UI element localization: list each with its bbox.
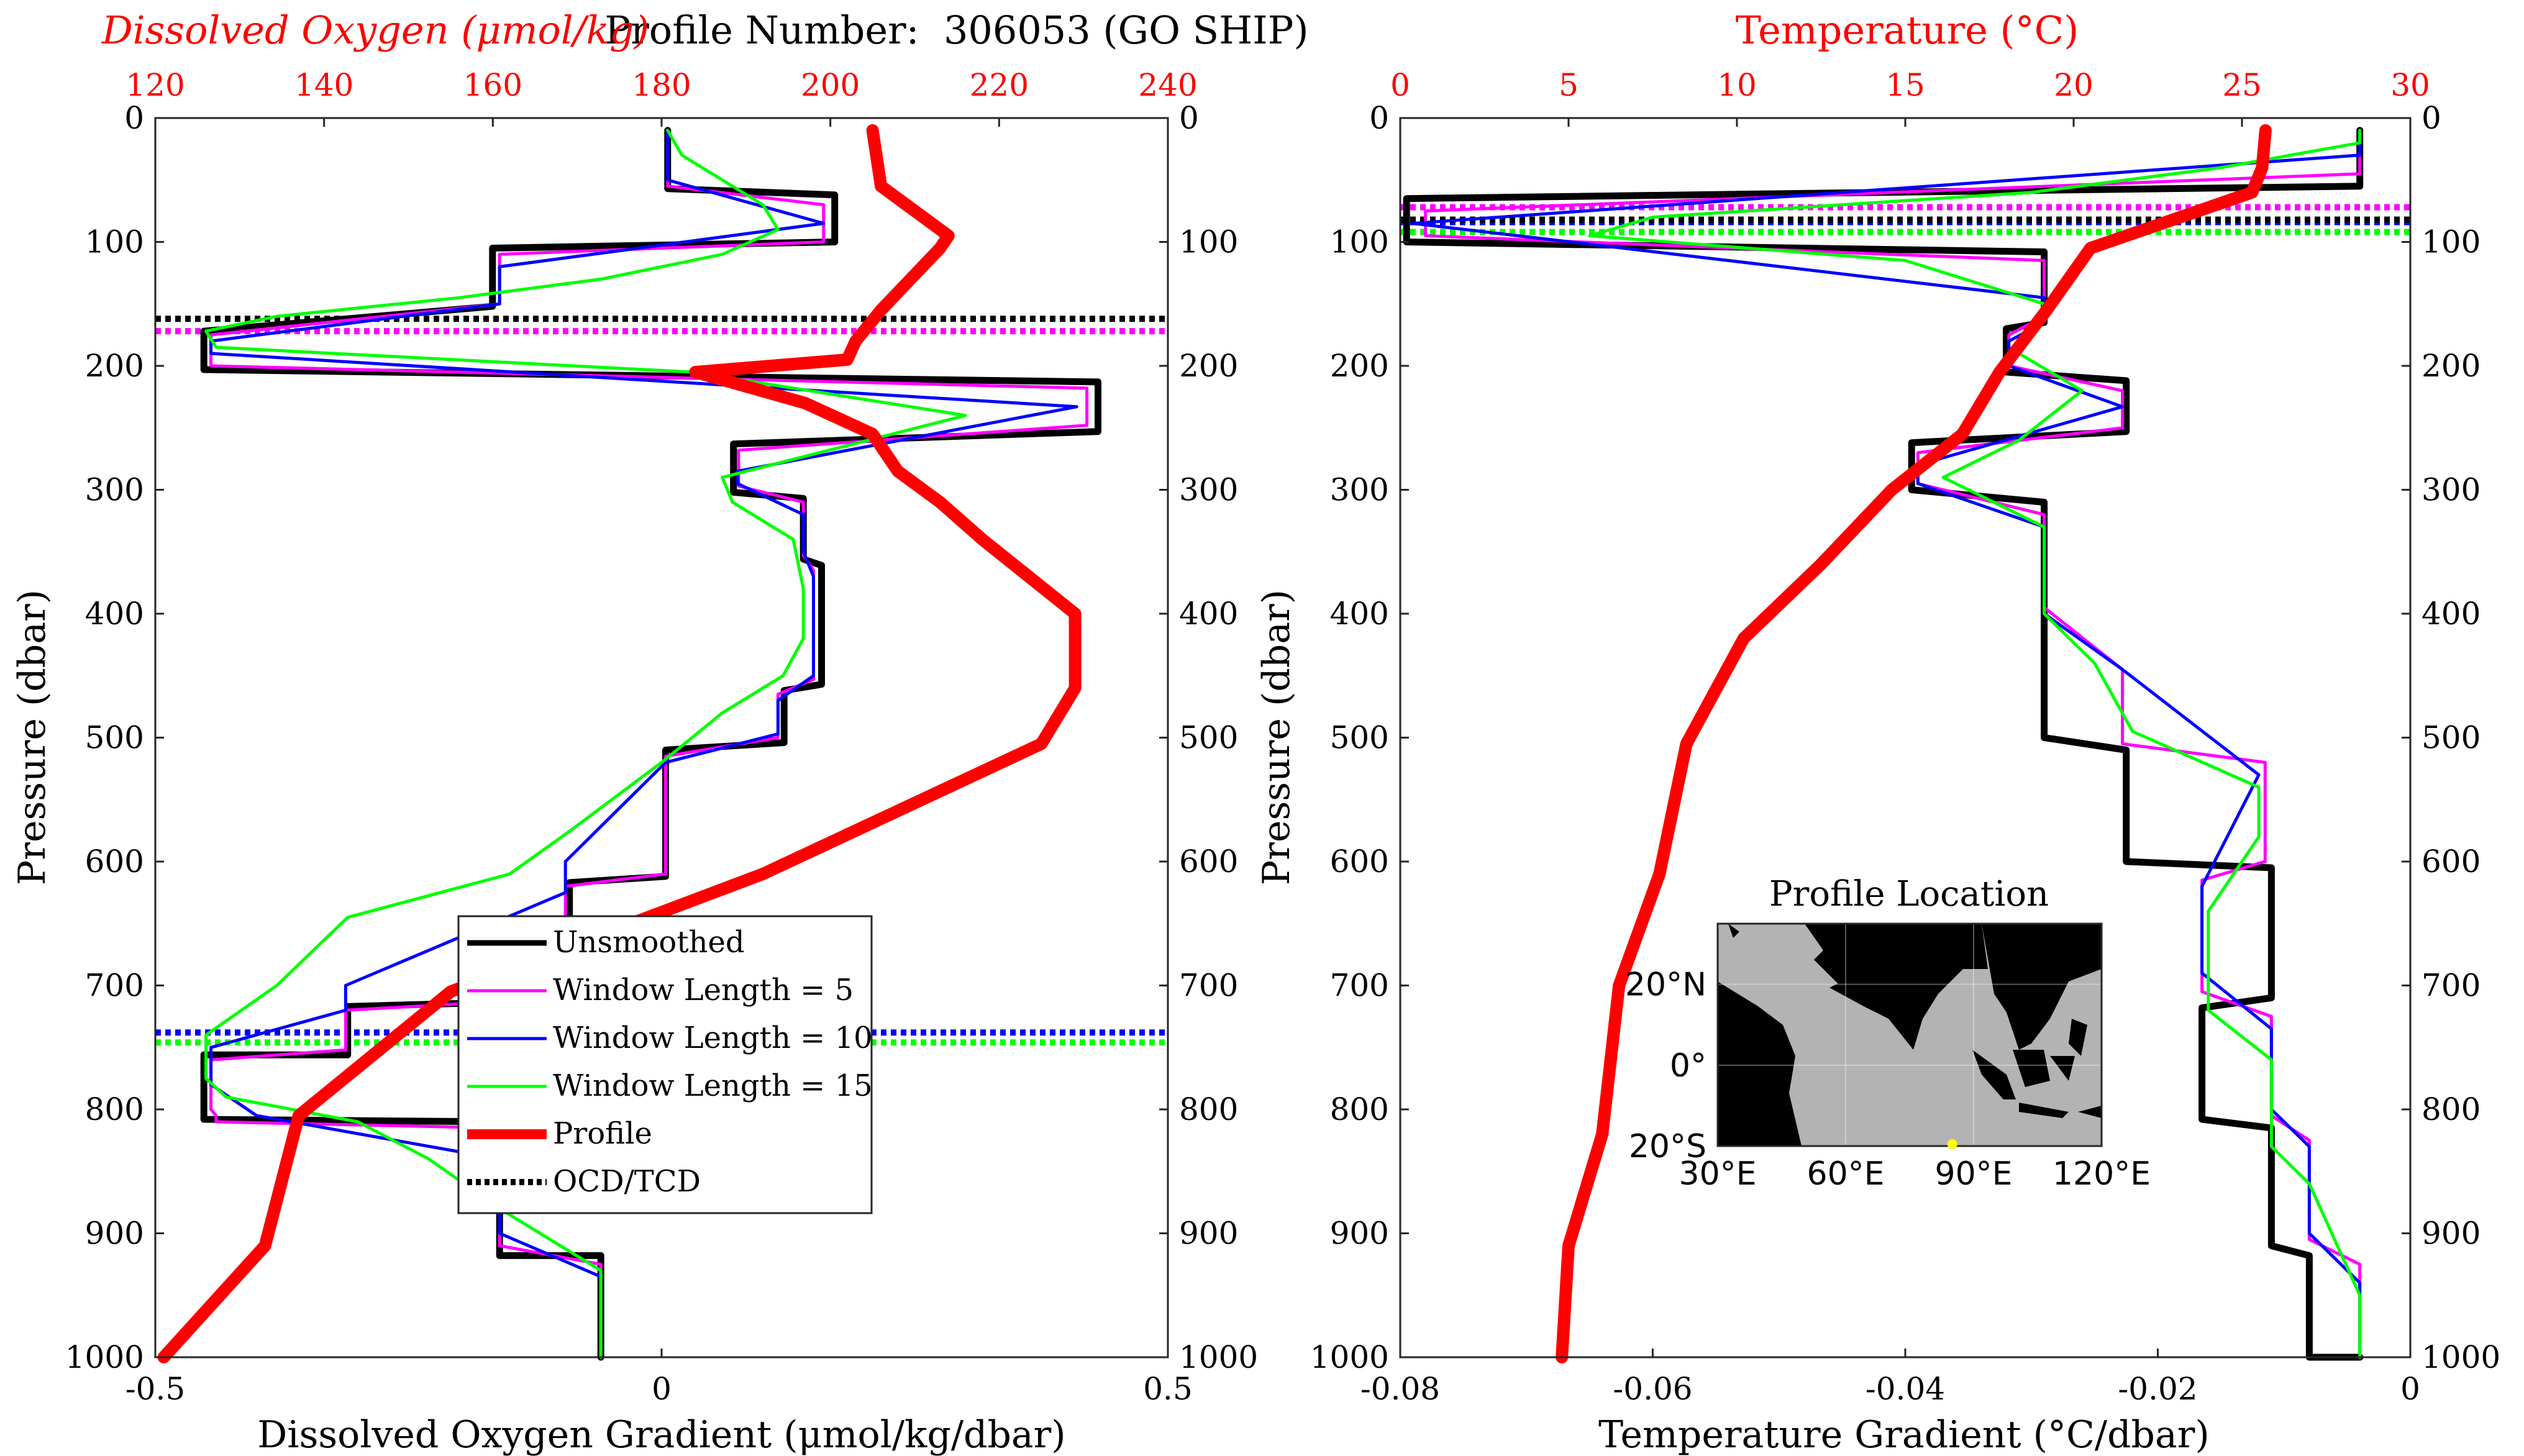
oxygen-ytick-label: 500 xyxy=(85,720,144,756)
temperature-ytick-label-right: 400 xyxy=(2421,596,2481,632)
oxygen-top-xtick-label: 160 xyxy=(463,67,522,103)
map-lon-label: 30°E xyxy=(1679,1155,1756,1193)
legend-label-window15: Window Length = 15 xyxy=(553,1068,873,1103)
oxygen-x-axis-label: Dissolved Oxygen Gradient (μmol/kg/dbar) xyxy=(257,1413,1065,1456)
oxygen-top-xtick-label: 140 xyxy=(294,67,353,103)
temperature-ytick-label-right: 1000 xyxy=(2421,1339,2500,1375)
temperature-ytick-label: 1000 xyxy=(1310,1339,1389,1375)
oxygen-ytick-label-right: 1000 xyxy=(1179,1339,1258,1375)
oxygen-top-xtick-label: 240 xyxy=(1138,67,1197,103)
oxygen-xtick-label: 0.5 xyxy=(1143,1371,1193,1407)
oxygen-ytick-label-right: 0 xyxy=(1179,100,1199,136)
oxygen-ytick-label-right: 700 xyxy=(1179,968,1238,1004)
oxygen-ytick-label: 0 xyxy=(124,100,144,136)
temperature-ytick-label: 0 xyxy=(1369,100,1389,136)
oxygen-ytick-label-right: 200 xyxy=(1179,348,1238,384)
temperature-top-xtick-label: 0 xyxy=(1390,67,1410,103)
oxygen-ytick-label: 900 xyxy=(85,1216,144,1252)
oxygen-ytick-label: 300 xyxy=(85,472,144,508)
temperature-y-axis-label: Pressure (dbar) xyxy=(1255,589,1298,885)
temperature-top-xtick-label: 5 xyxy=(1559,67,1579,103)
temperature-top-xtick-label: 25 xyxy=(2222,67,2262,103)
temperature-line-window15 xyxy=(1588,129,2362,1359)
temperature-ytick-label-right: 200 xyxy=(2421,348,2481,384)
temperature-top-xtick-label: 30 xyxy=(2390,67,2430,103)
oxygen-ytick-label-right: 600 xyxy=(1179,844,1238,880)
profile-location-map: Profile Location 30°E 60°E 90°E 120°E 20°N 0°… xyxy=(1625,874,2151,1193)
oxygen-top-xtick-label: 200 xyxy=(801,67,860,103)
map-lat-label: 20°S xyxy=(1629,1128,1706,1165)
temperature-xtick-label: -0.06 xyxy=(1613,1371,1692,1407)
oxygen-ytick-label-right: 400 xyxy=(1179,596,1238,632)
temperature-ytick-label: 200 xyxy=(1330,348,1389,384)
temperature-ytick-label: 300 xyxy=(1330,472,1389,508)
temperature-ytick-label-right: 500 xyxy=(2421,720,2481,756)
temperature-xtick-label: -0.08 xyxy=(1360,1371,1440,1407)
temperature-ytick-label: 700 xyxy=(1330,968,1389,1004)
temperature-xtick-label: -0.04 xyxy=(1866,1371,1945,1407)
temperature-xtick-label: -0.02 xyxy=(2118,1371,2197,1407)
temperature-ytick-label: 100 xyxy=(1330,224,1389,260)
legend-label-ocd-tcd: OCD/TCD xyxy=(553,1164,701,1199)
oxygen-ytick-label-right: 800 xyxy=(1179,1091,1238,1127)
oxygen-top-axis-title: Dissolved Oxygen (μmol/kg) xyxy=(101,7,649,53)
oxygen-ytick-label-right: 900 xyxy=(1179,1216,1238,1252)
map-lon-label: 90°E xyxy=(1934,1155,2012,1193)
legend-label-unsmoothed: Unsmoothed xyxy=(553,925,745,960)
temperature-ytick-label-right: 0 xyxy=(2421,100,2441,136)
oxygen-ytick-label: 800 xyxy=(85,1091,144,1127)
oxygen-line-window10 xyxy=(209,129,1078,1359)
legend-label-profile: Profile xyxy=(553,1116,652,1151)
oxygen-top-xtick-label: 120 xyxy=(125,67,185,103)
map-lat-label: 0° xyxy=(1670,1047,1706,1085)
oxygen-panel: 0 0 100 100 200 200 300 300 400 400 500 500 600 600 70… xyxy=(11,7,1258,1456)
temperature-line-profile xyxy=(1556,124,2272,1363)
oxygen-ytick-label: 200 xyxy=(85,348,144,384)
temperature-top-xtick-label: 20 xyxy=(2054,67,2093,103)
temperature-ytick-label: 800 xyxy=(1330,1091,1389,1127)
temperature-ytick-label-right: 900 xyxy=(2421,1216,2481,1252)
oxygen-top-xtick-label: 180 xyxy=(632,67,691,103)
legend-label-window5: Window Length = 5 xyxy=(553,973,854,1008)
figure-title: Profile Number: 306053 (GO SHIP) xyxy=(604,7,1308,53)
temperature-ytick-label: 900 xyxy=(1330,1216,1389,1252)
legend: Unsmoothed Window Length = 5 Window Leng… xyxy=(457,915,873,1214)
oxygen-ytick-label-right: 500 xyxy=(1179,720,1238,756)
map-title: Profile Location xyxy=(1769,874,2049,914)
oxygen-xtick-label: 0 xyxy=(652,1371,672,1407)
oxygen-ytick-label-right: 100 xyxy=(1179,224,1238,260)
temperature-ytick-label-right: 600 xyxy=(2421,844,2481,880)
temperature-x-axis-label: Temperature Gradient (°C/dbar) xyxy=(1598,1413,2210,1456)
temperature-top-axis-title: Temperature (°C) xyxy=(1736,7,2079,53)
temperature-ytick-label-right: 700 xyxy=(2421,968,2481,1004)
profile-location-marker xyxy=(1947,1139,1957,1149)
map-lat-label: 20°N xyxy=(1625,967,1706,1004)
map-lon-label: 60°E xyxy=(1806,1155,1884,1193)
oxygen-ytick-label: 600 xyxy=(85,844,144,880)
map-land xyxy=(1718,924,2102,1146)
temperature-ytick-label: 500 xyxy=(1330,720,1389,756)
temperature-ytick-label-right: 100 xyxy=(2421,224,2481,260)
oxygen-y-axis-label: Pressure (dbar) xyxy=(11,589,54,885)
oxygen-xtick-label: -0.5 xyxy=(125,1371,185,1407)
oxygen-ytick-label-right: 300 xyxy=(1179,472,1238,508)
temperature-ytick-label-right: 800 xyxy=(2421,1091,2481,1127)
temperature-ytick-label: 600 xyxy=(1330,844,1389,880)
temperature-top-xtick-label: 15 xyxy=(1885,67,1925,103)
oxygen-ytick-label: 400 xyxy=(85,596,144,632)
temperature-xtick-label: 0 xyxy=(2400,1371,2420,1407)
temperature-top-xtick-label: 10 xyxy=(1717,67,1757,103)
oxygen-ytick-label: 1000 xyxy=(65,1339,144,1375)
map-lon-label: 120°E xyxy=(2052,1155,2151,1193)
temperature-ytick-label-right: 300 xyxy=(2421,472,2481,508)
oxygen-ytick-label: 100 xyxy=(85,224,144,260)
oxygen-line-window5 xyxy=(209,129,1089,1359)
temperature-ytick-label: 400 xyxy=(1330,596,1389,632)
oxygen-line-window15 xyxy=(204,129,967,1359)
legend-label-window10: Window Length = 10 xyxy=(553,1021,873,1055)
oxygen-ytick-label: 700 xyxy=(85,968,144,1004)
oxygen-top-xtick-label: 220 xyxy=(970,67,1029,103)
